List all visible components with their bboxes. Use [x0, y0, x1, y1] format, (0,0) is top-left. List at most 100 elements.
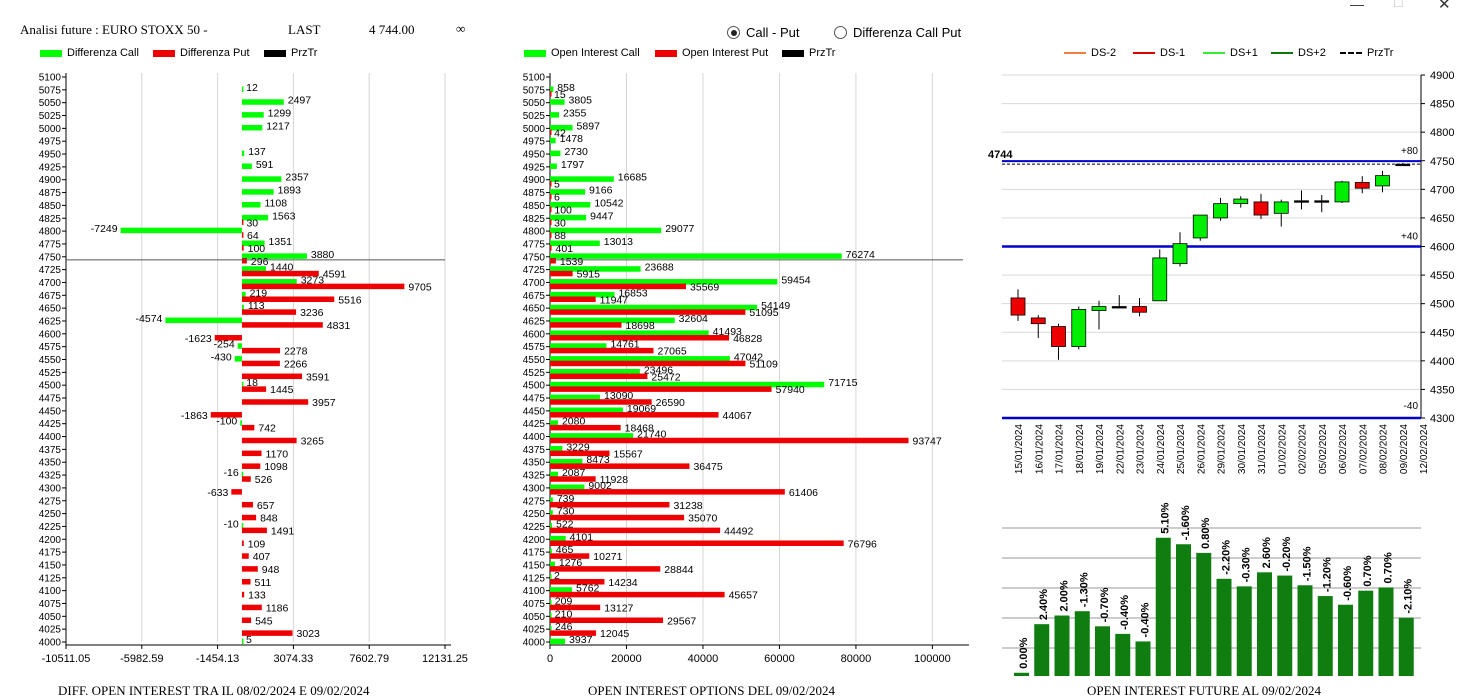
put-bar	[550, 270, 573, 277]
put-bar	[241, 257, 247, 264]
put-bar	[550, 296, 596, 302]
y-tick-label: 4200	[523, 535, 546, 546]
legend-diff-call: Differenza Call	[40, 47, 139, 59]
candle-body	[1294, 200, 1309, 203]
call-bar-label: 246	[555, 621, 573, 633]
put-bar	[241, 604, 262, 611]
call-bar-label: 18	[246, 377, 258, 389]
y-tick-label: 4350	[523, 458, 546, 469]
put-bar-label: 407	[253, 551, 271, 563]
oi-future-bar	[1216, 578, 1232, 676]
call-bar	[550, 600, 552, 606]
put-bar-label: 45657	[729, 590, 758, 602]
date-label: 30/01/2024	[1237, 424, 1248, 474]
call-bar-label: 522	[556, 518, 574, 530]
put-bar-label: 5516	[338, 294, 362, 306]
oi-future-bar	[1378, 587, 1394, 676]
y-tick-label: 4075	[39, 599, 62, 610]
y-tick-label: 4425	[39, 419, 62, 430]
call-bar	[550, 112, 560, 118]
call-bar	[550, 330, 709, 336]
call-bar	[550, 523, 552, 529]
call-bar-label: 5897	[577, 120, 601, 132]
radio-diff-call-put[interactable]: Differenza Call Put	[834, 25, 961, 40]
y-tick-label: 5050	[523, 98, 546, 109]
oi-future-bar	[1014, 672, 1029, 676]
oi-future-bar	[1236, 586, 1252, 676]
put-bar-label: 3957	[312, 397, 336, 409]
put-bar-label: 13127	[604, 602, 633, 614]
future-candlestick-chart: 4300 4350 4400 4450 4500 4550 4600 4650 4700 4750…	[988, 70, 1454, 474]
y-tick-label: 4550	[39, 355, 62, 366]
x-tick-label: 12131.25	[422, 653, 468, 665]
put-bar	[241, 245, 244, 251]
put-bar	[550, 514, 685, 521]
oi-future-bar	[1176, 544, 1191, 676]
call-bar-label: 9447	[590, 210, 614, 222]
legend-ds-1: DS-1	[1133, 47, 1185, 59]
y-tick-label: 5100	[39, 73, 62, 84]
y-tick-label: 4050	[523, 612, 546, 623]
infinity-symbol: ∞	[456, 21, 466, 36]
put-bar-label: 88	[554, 230, 566, 242]
y-tick-label: 4850	[523, 201, 546, 212]
date-label: 29/01/2024	[1217, 424, 1228, 474]
put-bar-label: 100	[554, 204, 572, 216]
put-bar	[241, 578, 251, 585]
put-bar	[241, 399, 309, 405]
y-tick-label: 4725	[523, 265, 546, 276]
y-tick-label: 4900	[1430, 70, 1454, 82]
black-swatch-icon	[264, 49, 286, 57]
call-bar	[241, 253, 307, 259]
call-bar-label: 1478	[560, 133, 584, 145]
price-label: 4744	[988, 149, 1013, 161]
date-label: 05/02/2024	[1318, 424, 1329, 474]
put-bar-label: 15567	[614, 448, 643, 460]
call-bar-label: 32604	[679, 313, 708, 325]
y-tick-label: 4300	[39, 483, 62, 494]
oi-future-label: -0.30%	[1241, 547, 1253, 582]
call-bar	[550, 86, 554, 92]
put-bar	[241, 232, 244, 238]
call-bar-label: -4574	[136, 313, 163, 325]
put-bar	[241, 463, 261, 469]
call-bar	[550, 189, 586, 195]
band-label-plus40: +40	[1401, 232, 1418, 243]
call-bar	[241, 176, 282, 182]
close-button[interactable]: ✕	[1438, 0, 1451, 13]
y-tick-label: 5025	[523, 111, 546, 122]
minimize-button[interactable]: —	[1350, 0, 1364, 12]
put-bar	[550, 219, 552, 225]
candle-body	[1172, 243, 1188, 265]
date-label: 12/02/2024	[1419, 424, 1430, 474]
put-bar	[550, 604, 601, 611]
put-bar	[550, 412, 719, 418]
call-bar-label: 5762	[576, 583, 600, 595]
oi-future-label: -1.50%	[1302, 546, 1314, 581]
oi-future-label: -1.20%	[1322, 557, 1334, 592]
radio-dot-icon	[834, 26, 847, 39]
call-bar-label: 9002	[588, 480, 612, 492]
call-bar-label: 13013	[604, 236, 633, 248]
call-bar-label: 1563	[272, 210, 296, 222]
call-bar-label: 137	[248, 146, 266, 158]
put-bar-label: 14234	[608, 577, 637, 589]
y-tick-label: 4500	[523, 381, 546, 392]
date-label: 06/02/2024	[1338, 424, 1349, 474]
maximize-button[interactable]: □	[1394, 0, 1403, 10]
call-bar	[550, 137, 556, 144]
y-tick-label: 5075	[523, 85, 546, 96]
oi-future-label: 0.80%	[1200, 517, 1212, 548]
legend-ds+2: DS+2	[1271, 47, 1326, 59]
candle-body	[1253, 201, 1269, 216]
call-bar-label: 2357	[285, 172, 309, 184]
put-bar	[550, 129, 552, 136]
y-tick-label: 4350	[1430, 384, 1454, 396]
call-bar	[241, 266, 267, 272]
candle-body	[1233, 198, 1249, 205]
put-bar	[550, 193, 552, 200]
left-chart-footer: DIFF. OPEN INTEREST TRA IL 08/02/2024 E …	[58, 683, 370, 698]
put-bar-label: 1098	[264, 461, 288, 473]
radio-call-put[interactable]: Call - Put	[727, 25, 799, 40]
call-bar-label: 23496	[644, 364, 673, 376]
